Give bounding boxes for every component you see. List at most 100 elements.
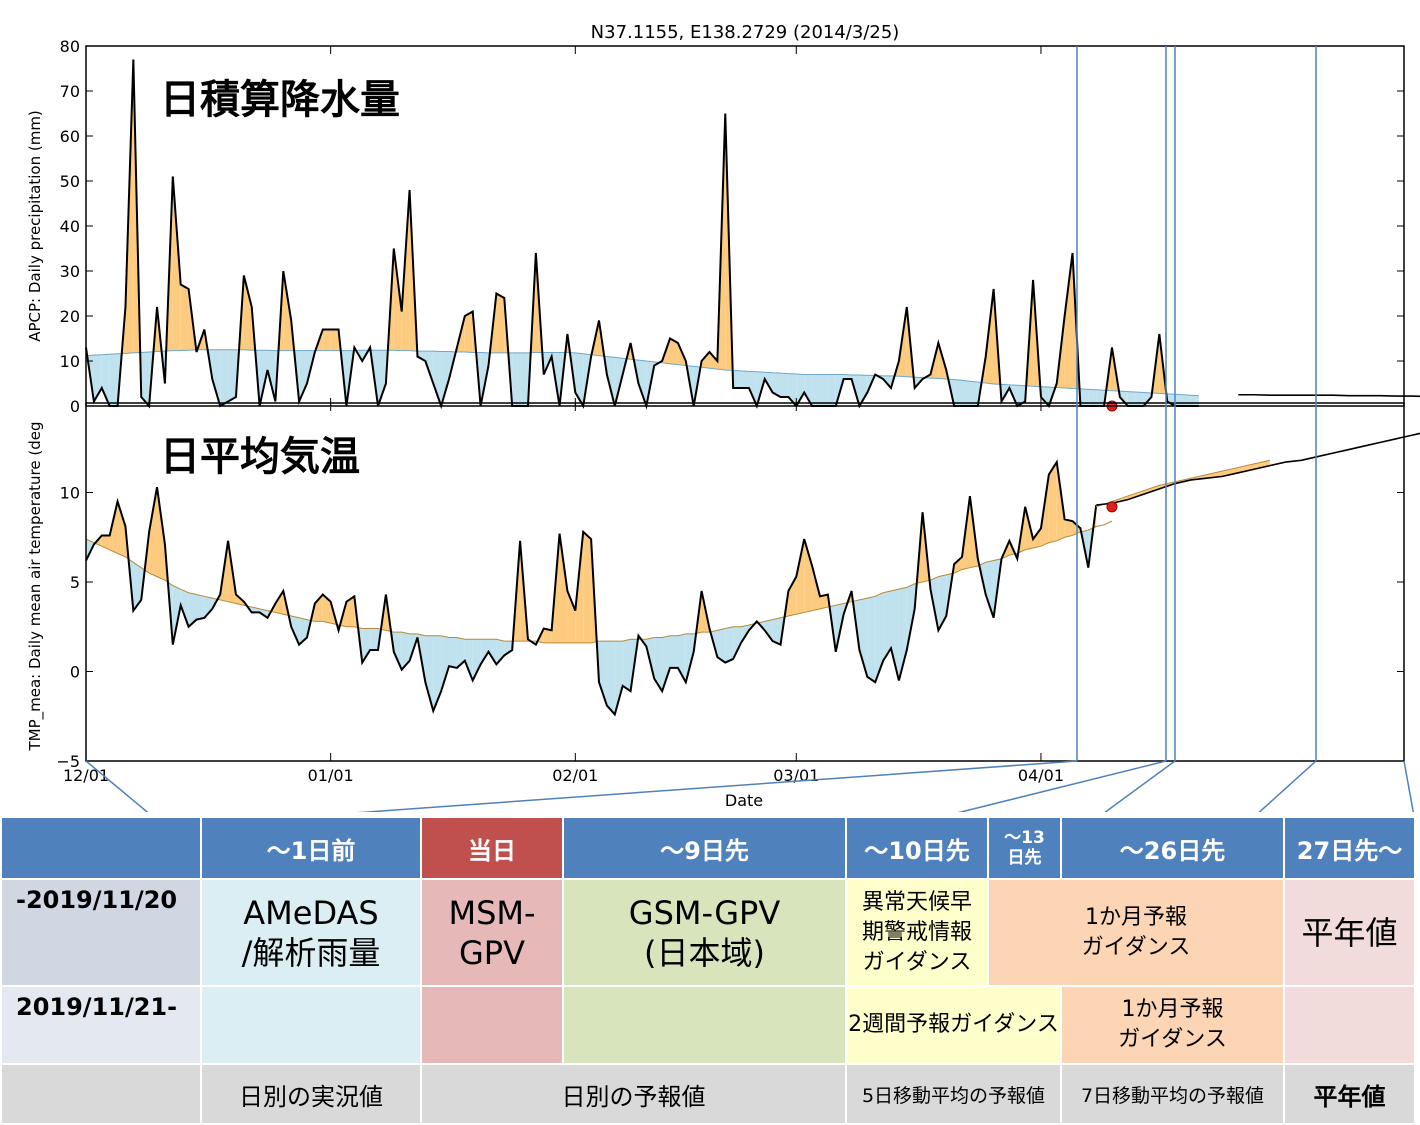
y-tick-label: 20: [60, 307, 80, 326]
y-tick-label: 5: [70, 573, 80, 592]
below-normal-fill: [1175, 394, 1183, 406]
above-normal-fill: [1065, 519, 1073, 537]
above-normal-fill: [323, 330, 331, 351]
header-9days-ahead: ～9日先: [563, 817, 846, 879]
cell-gsm-r2: [563, 986, 846, 1064]
x-tick-label: 12/01: [63, 766, 109, 785]
below-normal-fill: [196, 595, 204, 620]
temp-ylabel: TMP_mea: Daily mean air temperature (deg: [26, 421, 45, 751]
below-normal-fill: [512, 353, 520, 406]
below-normal-fill: [449, 637, 457, 667]
footer-5day-avg: 5日移動平均の予報値: [846, 1064, 1061, 1124]
below-normal-fill: [733, 370, 741, 388]
forecast-line: [1238, 393, 1420, 397]
y-tick-label: 10: [60, 484, 80, 503]
below-normal-fill: [520, 353, 528, 406]
cell-1month-guidance-r2: 1か月予報ガイダンス: [1061, 986, 1284, 1064]
period-connector-line: [1255, 761, 1316, 812]
footer-normal: 平年値: [1284, 1064, 1415, 1124]
header-blank: [1, 817, 201, 879]
above-normal-fill: [1065, 253, 1073, 388]
anomaly-text: 異常天候早期警戒情報ガイダンス: [862, 890, 972, 975]
below-normal-fill: [370, 629, 378, 650]
below-normal-fill: [133, 562, 141, 610]
y-tick-label: 80: [60, 37, 80, 56]
below-normal-fill: [820, 375, 828, 407]
chart-area: N37.1155, E138.2729 (2014/3/25) 0 10 20 30 4…: [0, 0, 1420, 812]
x-tick-label: 04/01: [1018, 766, 1064, 785]
below-normal-fill: [441, 636, 449, 691]
below-normal-fill: [1128, 392, 1136, 406]
below-normal-fill: [228, 350, 236, 402]
header-27days-plus: 27日先～: [1284, 817, 1415, 879]
y-tick-label: 40: [60, 217, 80, 236]
above-normal-fill: [496, 294, 504, 353]
y-tick-label: 0: [70, 663, 80, 682]
cell-normal-r2: [1284, 986, 1415, 1064]
cell-2week-guidance: 2週間予報ガイダンス: [846, 986, 1061, 1064]
row-label-until-20191120: -2019/11/20: [1, 879, 201, 986]
below-normal-fill: [1183, 395, 1191, 406]
cell-anomaly-warning: 異常天候早期警戒情報ガイダンス: [846, 879, 988, 986]
y-tick-label: 30: [60, 262, 80, 281]
below-normal-fill: [741, 371, 749, 388]
msm-text: MSM-GPV: [448, 894, 535, 972]
below-normal-fill: [828, 375, 836, 407]
precip-ylabel: APCP: Daily precipitation (mm): [26, 110, 44, 342]
y-tick-label: 70: [60, 82, 80, 101]
header-26days-ahead: ～26日先: [1061, 817, 1284, 879]
y-tick-label: 10: [60, 352, 80, 371]
above-normal-fill: [149, 487, 157, 577]
month1-r1-text: 1か月予報ガイダンス: [1082, 905, 1191, 960]
temp-panel-label: 日平均気温: [160, 434, 360, 480]
period-connector-line: [1404, 761, 1414, 812]
chart-title: N37.1155, E138.2729 (2014/3/25): [591, 22, 900, 43]
y-tick-label: 0: [70, 397, 80, 416]
below-normal-fill: [859, 375, 867, 406]
below-normal-fill: [662, 636, 670, 691]
above-normal-fill: [118, 501, 126, 556]
cell-normal-r1: 平年値: [1284, 879, 1415, 986]
footer-7day-avg: 7日移動平均の予報値: [1061, 1064, 1284, 1124]
cell-msm: MSM-GPV: [421, 879, 563, 986]
x-axis-label: Date: [725, 791, 763, 810]
below-normal-fill: [394, 632, 402, 670]
gsm-text: GSM-GPV(日本域): [629, 894, 780, 972]
below-normal-fill: [607, 641, 615, 714]
header-1day-before: ～1日前: [201, 817, 421, 879]
row-label-from-20191121: 2019/11/21-: [1, 986, 201, 1064]
below-normal-fill: [670, 636, 678, 668]
forecast-fill: [1096, 460, 1270, 507]
below-normal-fill: [725, 627, 733, 663]
period-connector-line: [86, 761, 152, 812]
below-normal-fill: [733, 627, 741, 659]
below-normal-fill: [465, 639, 473, 680]
below-normal-fill: [1191, 395, 1199, 406]
above-normal-fill: [181, 285, 189, 351]
table-row: 2019/11/21- 2週間予報ガイダンス 1か月予報ガイダンス: [1, 986, 1415, 1064]
above-normal-fill: [465, 312, 473, 353]
normal-curve: [86, 521, 1112, 643]
below-normal-fill: [638, 360, 646, 406]
below-normal-fill: [623, 639, 631, 691]
below-normal-fill: [781, 373, 789, 397]
x-tick-label: 01/01: [308, 766, 354, 785]
below-normal-fill: [489, 639, 497, 664]
below-normal-fill: [481, 639, 489, 664]
below-normal-fill: [804, 375, 812, 407]
footer-blank: [1, 1064, 201, 1124]
cell-gsm: GSM-GPV(日本域): [563, 879, 846, 986]
y-tick-label: 60: [60, 127, 80, 146]
below-normal-fill: [110, 354, 118, 406]
precip-panel-label: 日積算降水量: [160, 77, 400, 123]
below-normal-fill: [212, 350, 220, 406]
cell-1month-guidance-r1: 1か月予報ガイダンス: [988, 879, 1284, 986]
table-footer-row: 日別の実況値 日別の予報値 5日移動平均の予報値 7日移動平均の予報値 平年値: [1, 1064, 1415, 1124]
today-marker: [1107, 502, 1117, 512]
footer-forecast: 日別の予報値: [421, 1064, 846, 1124]
month1-r2-text: 1か月予報ガイダンス: [1118, 997, 1227, 1052]
